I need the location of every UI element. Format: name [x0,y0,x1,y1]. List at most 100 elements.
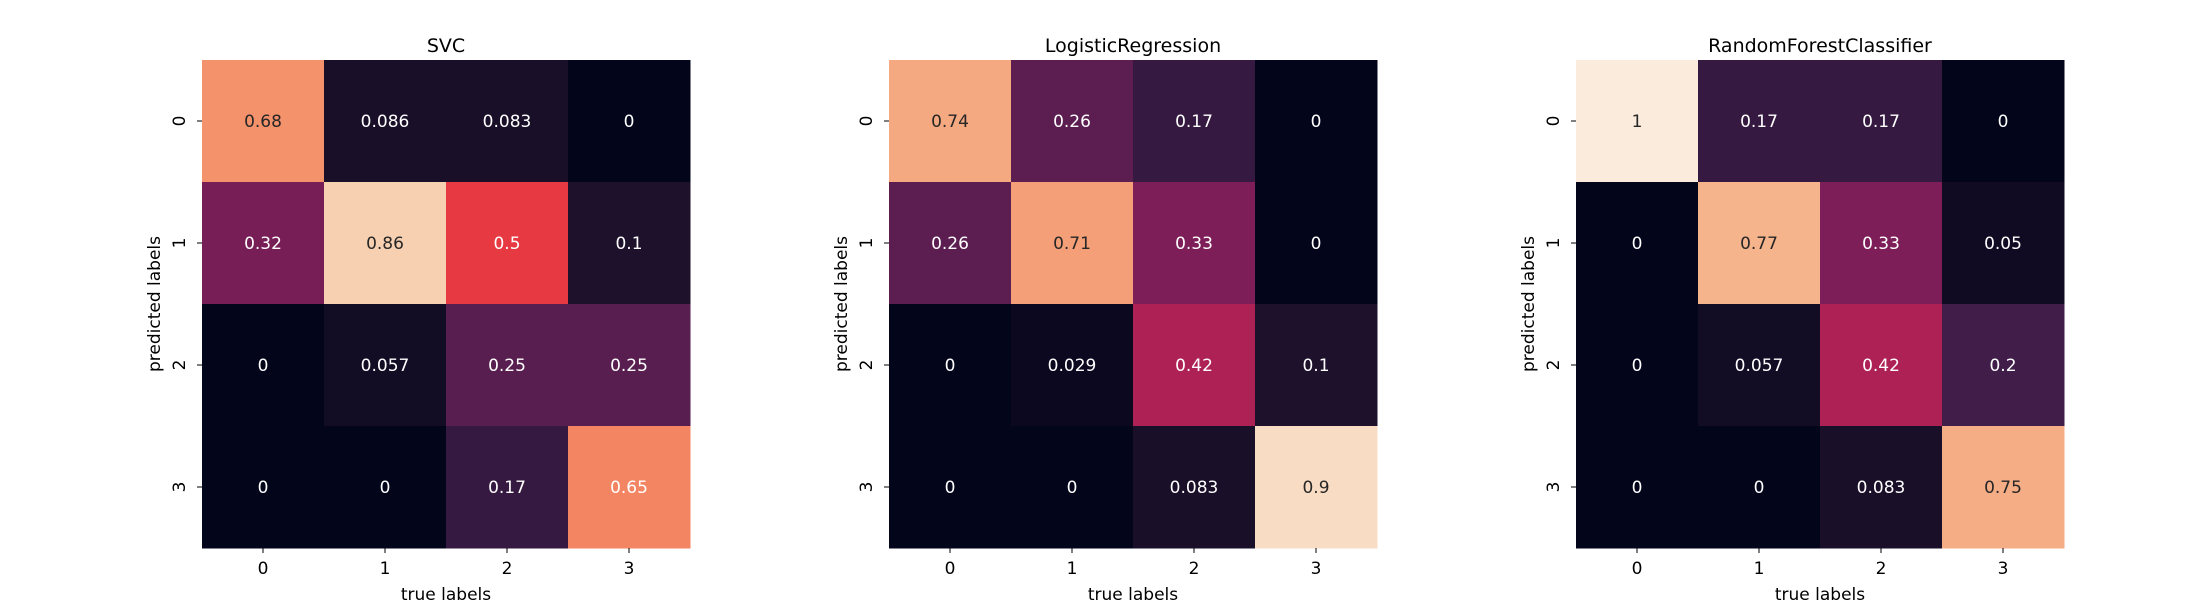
cell-value-label: 0.029 [1048,356,1097,376]
heatmap-cell [1133,304,1256,427]
cell-value-label: 0 [1998,112,2009,132]
heatmap-cell [1698,304,1821,427]
heatmap-cell [568,60,691,183]
cell-value-label: 0.2 [1989,356,2016,376]
heatmap-cell [889,182,1012,305]
x-tick-label: 1 [1754,559,1765,579]
cell-value-label: 0.42 [1862,356,1900,376]
heatmap-cell [1576,182,1699,305]
cell-value-label: 0 [1632,356,1643,376]
x-tick-label: 3 [624,559,635,579]
cell-value-label: 0.057 [1735,356,1784,376]
cell-value-label: 0 [1311,112,1322,132]
heatmap-cell [1820,60,1943,183]
heatmap-cell [1011,304,1134,427]
y-tick-label: 2 [170,360,190,371]
heatmap-cell [324,426,447,549]
x-tick-label: 3 [1998,559,2009,579]
cell-value-label: 0.74 [931,112,969,132]
cell-value-label: 1 [1632,112,1643,132]
x-tick-label: 1 [380,559,391,579]
cell-value-label: 0 [945,356,956,376]
x-tick-label: 0 [945,559,956,579]
cell-value-label: 0.083 [1170,478,1219,498]
heatmap-cell [1942,182,2065,305]
cell-value-label: 0.86 [366,234,404,254]
cell-value-label: 0.25 [488,356,526,376]
heatmap-cell [1820,426,1943,549]
y-tick-label: 1 [857,238,877,249]
y-tick-label: 0 [1544,116,1564,127]
cell-value-label: 0.17 [1862,112,1900,132]
heatmap-cell [446,60,569,183]
cell-value-label: 0.68 [244,112,282,132]
cell-value-label: 0 [380,478,391,498]
cell-value-label: 0 [1311,234,1322,254]
heatmap-cell [568,426,691,549]
cell-value-label: 0.086 [361,112,410,132]
heatmap-cell [1255,182,1378,305]
cell-value-label: 0.17 [1175,112,1213,132]
cell-value-label: 0.65 [610,478,648,498]
y-tick-label: 2 [857,360,877,371]
cell-value-label: 0 [258,356,269,376]
cell-value-label: 0.42 [1175,356,1213,376]
cell-value-label: 0 [1632,478,1643,498]
x-tick-label: 2 [502,559,513,579]
heatmap-cell [324,182,447,305]
heatmap-cell [446,426,569,549]
chart-title: RandomForestClassifier [1708,35,1932,57]
heatmap-cell [446,304,569,427]
heatmap-cell [1942,304,2065,427]
x-tick-label: 3 [1311,559,1322,579]
x-tick-label: 0 [1632,559,1643,579]
y-tick-label: 1 [1544,238,1564,249]
cell-value-label: 0.083 [483,112,532,132]
heatmap-cell [889,304,1012,427]
cell-value-label: 0.33 [1862,234,1900,254]
heatmap-cell [202,304,325,427]
heatmap-cell [202,60,325,183]
y-axis-label: predicted labels [145,236,165,372]
x-tick-label: 0 [258,559,269,579]
heatmap-cell [1011,60,1134,183]
cell-value-label: 0.17 [1740,112,1778,132]
y-tick-label: 3 [170,482,190,493]
cell-value-label: 0.26 [931,234,969,254]
cell-value-label: 0.5 [493,234,520,254]
heatmap-cell [1698,426,1821,549]
heatmap-cell [1576,60,1699,183]
heatmap-panel-0: 0.68 0.086 0.083 0 0.32 0.86 0.5 0.1 0 0.057 0.25 0… [145,35,691,600]
cell-value-label: 0 [945,478,956,498]
heatmap-cell [1942,426,2065,549]
cell-value-label: 0.33 [1175,234,1213,254]
heatmap-cell [1255,60,1378,183]
cell-value-label: 0.71 [1053,234,1091,254]
cell-value-label: 0.75 [1984,478,2022,498]
heatmap-cell [889,60,1012,183]
chart-title: LogisticRegression [1045,35,1221,57]
x-axis-label: true labels [401,585,491,600]
y-tick-label: 0 [170,116,190,127]
y-tick-label: 3 [857,482,877,493]
y-tick-label: 1 [170,238,190,249]
heatmap-cell [1820,304,1943,427]
cell-value-label: 0 [258,478,269,498]
heatmap-cell [568,304,691,427]
y-axis-label: predicted labels [1519,236,1539,372]
heatmap-cell [1255,426,1378,549]
cell-value-label: 0.9 [1302,478,1329,498]
heatmap-cell [1255,304,1378,427]
heatmap-cell [889,426,1012,549]
cell-value-label: 0.057 [361,356,410,376]
cell-value-label: 0 [1632,234,1643,254]
heatmap-cell [1576,304,1699,427]
cell-value-label: 0 [1754,478,1765,498]
heatmap-cell [568,182,691,305]
x-tick-label: 1 [1067,559,1078,579]
heatmap-cell [1011,182,1134,305]
heatmap-cell [1011,426,1134,549]
heatmap-cell [202,426,325,549]
y-tick-label: 2 [1544,360,1564,371]
